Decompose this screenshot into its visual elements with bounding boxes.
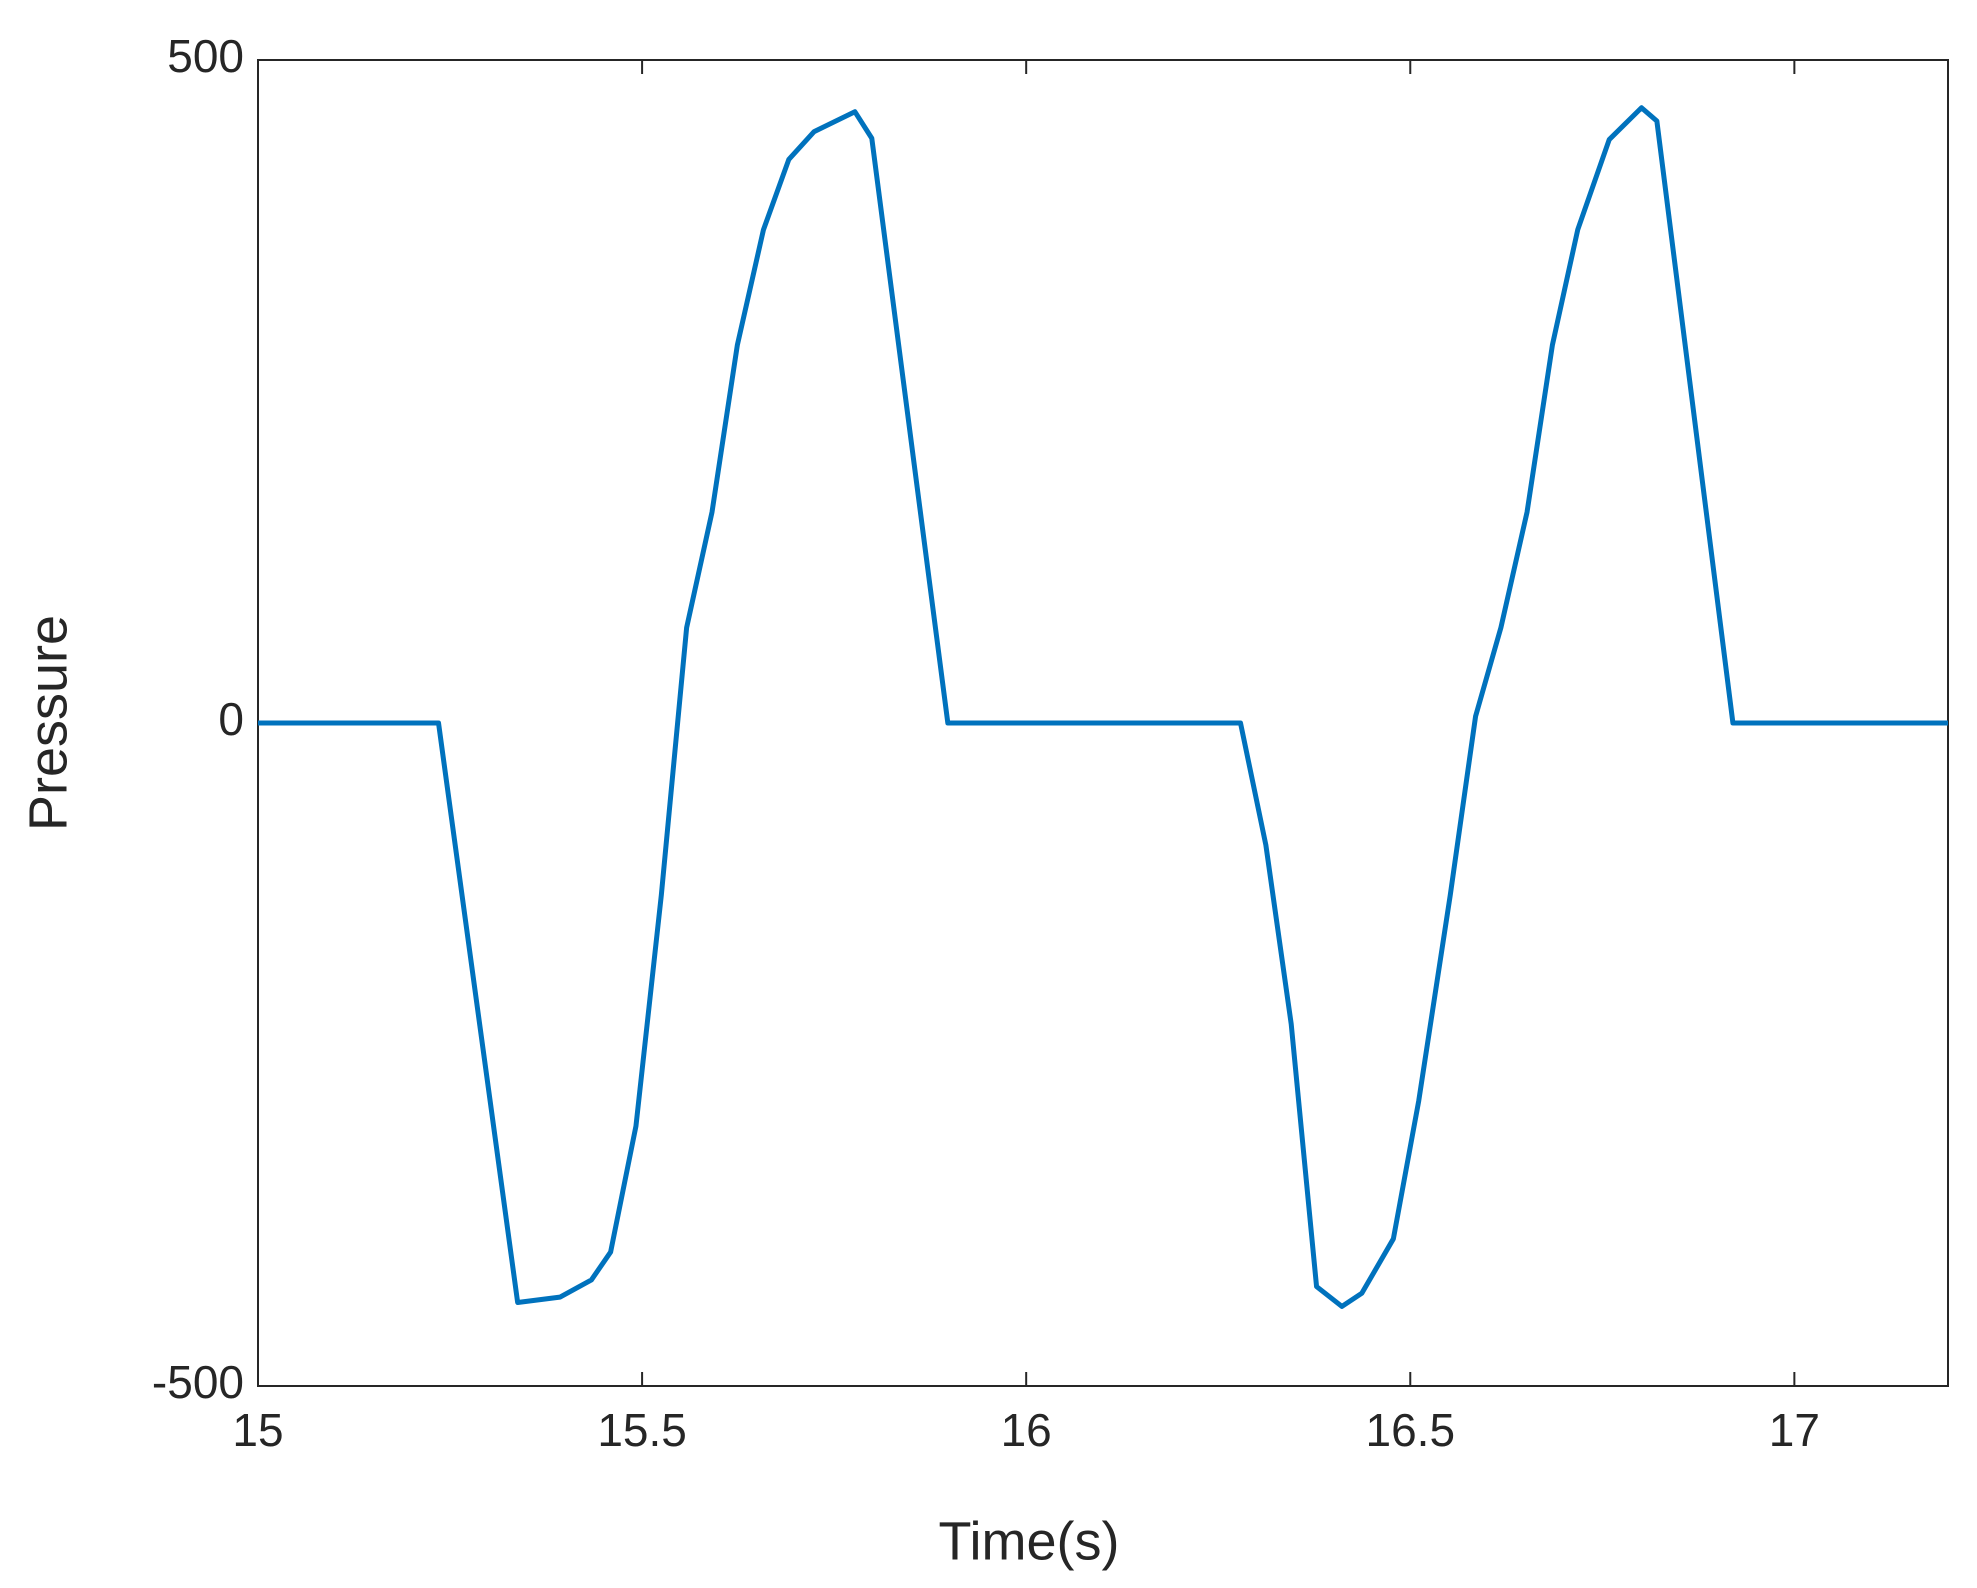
x-tick-label: 15.5 (597, 1404, 687, 1456)
y-tick-label: 0 (218, 693, 244, 745)
x-tick-label: 15 (232, 1404, 283, 1456)
y-tick-label: 500 (167, 30, 244, 82)
y-axis-label: Pressure (18, 615, 78, 831)
data-line (258, 105, 1948, 1309)
x-tick-label: 17 (1769, 1404, 1820, 1456)
x-tick-label: 16 (1001, 1404, 1052, 1456)
y-tick-label: -500 (152, 1356, 244, 1408)
x-axis-label: Time(s) (939, 1511, 1120, 1571)
x-tick-label: 16.5 (1366, 1404, 1456, 1456)
